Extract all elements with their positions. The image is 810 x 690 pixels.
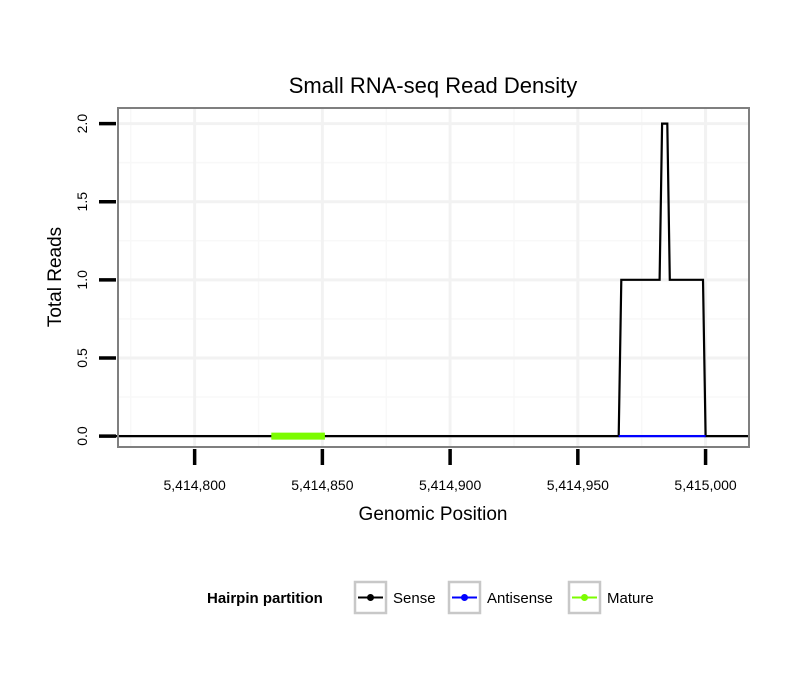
series-line-sense: [112, 122, 749, 438]
legend-key-point: [367, 594, 374, 601]
legend-label-sense: Sense: [393, 590, 436, 607]
x-tick-label: 5,414,800: [163, 477, 225, 493]
x-tick-label: 5,414,950: [547, 477, 609, 493]
legend-title: Hairpin partition: [207, 590, 323, 607]
y-tick-label: 2.0: [74, 114, 90, 134]
y-tick-label: 0.5: [74, 348, 90, 368]
x-tick-label: 5,415,000: [674, 477, 736, 493]
panel-border: [117, 107, 750, 448]
x-axis-title: Genomic Position: [359, 504, 508, 525]
panel-background: [118, 108, 749, 447]
chart-title: Small RNA-seq Read Density: [289, 73, 578, 98]
x-tick-label: 5,414,900: [419, 477, 481, 493]
x-tick-label: 5,414,850: [291, 477, 353, 493]
legend-label-mature: Mature: [607, 590, 654, 607]
legend-label-antisense: Antisense: [487, 590, 553, 607]
y-axis: 0.0 0.5 1.0 1.5 2.0: [74, 114, 116, 446]
x-axis: 5,414,800 5,414,850 5,414,900 5,414,950 5,41…: [163, 449, 737, 493]
legend-key-point: [581, 594, 588, 601]
y-axis-title: Total Reads: [45, 227, 66, 327]
y-tick-label: 0.0: [74, 426, 90, 446]
y-tick-label: 1.0: [74, 270, 90, 290]
plot-panel: [112, 107, 750, 448]
legend: Hairpin partition Sense Antisense Mature: [207, 580, 654, 615]
legend-key-point: [461, 594, 468, 601]
y-tick-label: 1.5: [74, 192, 90, 212]
